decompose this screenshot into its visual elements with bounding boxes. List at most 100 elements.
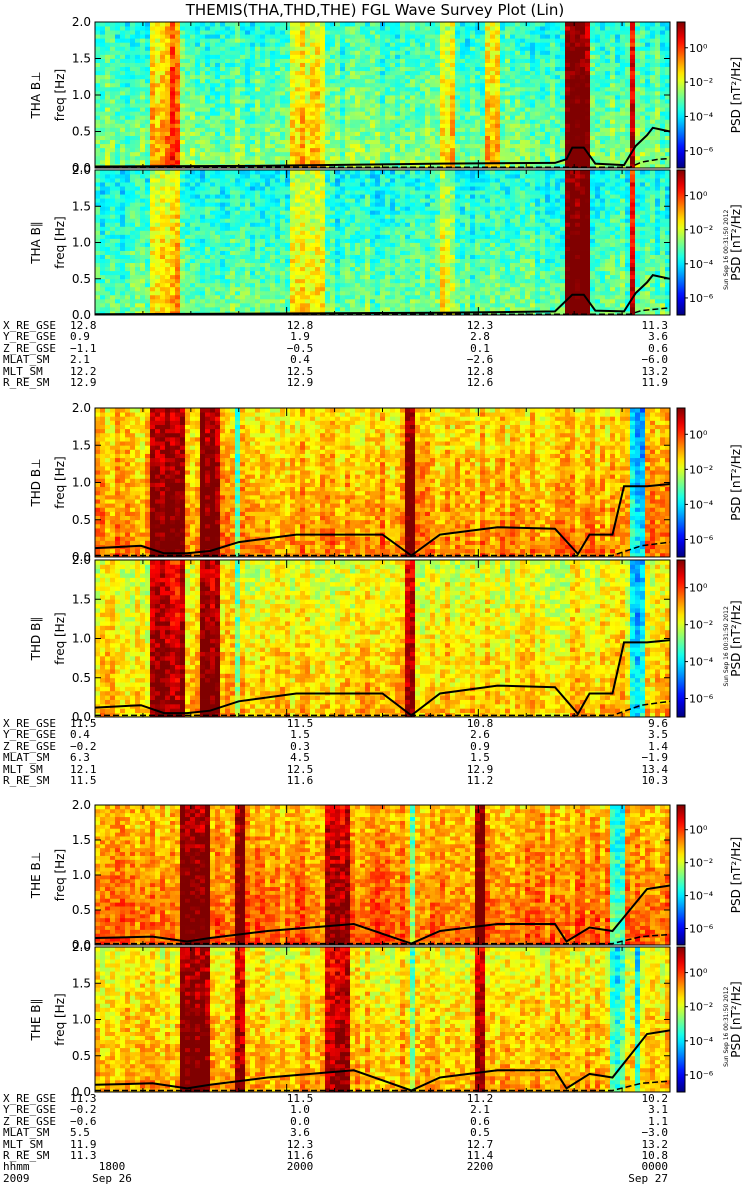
spectrogram-cell xyxy=(420,50,425,54)
spectrogram-cell xyxy=(520,123,525,127)
spectrogram-cell xyxy=(105,295,110,299)
spectrogram-cell xyxy=(355,127,360,131)
spectrogram-cell xyxy=(645,59,650,63)
spectrogram-cell xyxy=(360,103,365,107)
spectrogram-cell xyxy=(210,148,215,152)
spectrogram-cell xyxy=(540,87,545,91)
spectrogram-cell xyxy=(660,34,665,38)
spectrogram-cell xyxy=(620,95,625,99)
spectrogram-cell xyxy=(200,279,205,283)
spectrogram-cell xyxy=(305,107,310,111)
spectrogram-cell xyxy=(175,99,180,103)
spectrogram-cell xyxy=(105,30,110,34)
spectrogram-cell xyxy=(130,178,135,182)
spectrogram-cell xyxy=(155,198,160,202)
spectrogram-cell xyxy=(620,79,625,83)
spectrogram-cell xyxy=(110,238,115,242)
spectrogram-cell xyxy=(325,46,330,50)
spectrogram-cell xyxy=(120,182,125,186)
spectrogram-cell xyxy=(95,71,100,75)
spectrogram-cell xyxy=(440,136,445,140)
spectrogram-cell xyxy=(300,22,305,26)
spectrogram-cell xyxy=(590,63,595,67)
spectrogram-cell xyxy=(150,182,155,186)
spectrogram-cell xyxy=(140,182,145,186)
spectrogram-cell xyxy=(500,91,505,95)
spectrogram-cell xyxy=(130,247,135,251)
spectrogram-cell xyxy=(625,87,630,91)
spectrogram-cell xyxy=(405,54,410,58)
spectrogram-cell xyxy=(160,275,165,279)
spectrogram-cell xyxy=(630,50,635,54)
spectrogram-cell xyxy=(340,83,345,87)
spectrogram-cell xyxy=(465,127,470,131)
spectrogram-cell xyxy=(165,263,170,267)
spectrogram-cell xyxy=(640,148,645,152)
spectrogram-cell xyxy=(525,132,530,136)
spectrogram-cell xyxy=(180,42,185,46)
spectrogram-cell xyxy=(535,127,540,131)
spectrogram-cell xyxy=(595,156,600,160)
spectrogram-cell xyxy=(340,63,345,67)
spectrogram-cell xyxy=(620,119,625,123)
spectrogram-cell xyxy=(615,83,620,87)
spectrogram-cell xyxy=(210,111,215,115)
spectrogram-cell xyxy=(610,144,615,148)
spectrogram-cell xyxy=(555,111,560,115)
spectrogram-cell xyxy=(500,42,505,46)
spectrogram-cell xyxy=(240,30,245,34)
spectrogram-cell xyxy=(265,127,270,131)
spectrogram-cell xyxy=(400,83,405,87)
spectrogram-cell xyxy=(580,95,585,99)
spectrogram-cell xyxy=(120,283,125,287)
spectrogram-cell xyxy=(645,156,650,160)
spectrogram-cell xyxy=(110,206,115,210)
spectrogram-cell xyxy=(135,190,140,194)
spectrogram-cell xyxy=(510,152,515,156)
spectrogram-cell xyxy=(100,119,105,123)
spectrogram-cell xyxy=(145,198,150,202)
spectrogram-cell xyxy=(335,160,340,164)
spectrogram-cell xyxy=(445,26,450,30)
spectrogram-cell xyxy=(155,115,160,119)
spectrogram-cell xyxy=(235,46,240,50)
spectrogram-cell xyxy=(155,91,160,95)
spectrogram-cell xyxy=(180,22,185,26)
spectrogram-cell xyxy=(300,46,305,50)
spectrogram-cell xyxy=(575,140,580,144)
spectrogram-cell xyxy=(295,63,300,67)
spectrogram-cell xyxy=(195,295,200,299)
spectrogram-cell xyxy=(360,140,365,144)
spectrogram-cell xyxy=(135,127,140,131)
spectrogram-cell xyxy=(325,54,330,58)
spectrogram-cell xyxy=(210,140,215,144)
spectrogram-cell xyxy=(460,46,465,50)
spectrogram-cell xyxy=(370,152,375,156)
spectrogram-cell xyxy=(625,83,630,87)
spectrogram-cell xyxy=(425,38,430,42)
spectrogram-cell xyxy=(425,22,430,26)
spectrogram-cell xyxy=(495,46,500,50)
spectrogram-cell xyxy=(355,30,360,34)
spectrogram-cell xyxy=(210,38,215,42)
spectrogram-cell xyxy=(405,111,410,115)
spectrogram-cell xyxy=(375,26,380,30)
spectrogram-cell xyxy=(295,132,300,136)
spectrogram-cell xyxy=(255,111,260,115)
spectrogram-cell xyxy=(385,71,390,75)
spectrogram-cell xyxy=(455,54,460,58)
spectrogram-cell xyxy=(140,119,145,123)
spectrogram-cell xyxy=(145,279,150,283)
spectrogram-cell xyxy=(470,83,475,87)
spectrogram-cell xyxy=(370,22,375,26)
spectrogram-cell xyxy=(160,226,165,230)
spectrogram-cell xyxy=(520,140,525,144)
spectrogram-cell xyxy=(620,42,625,46)
spectrogram-cell xyxy=(315,156,320,160)
spectrogram-cell xyxy=(420,111,425,115)
spectrogram-cell xyxy=(235,59,240,63)
spectrogram-cell xyxy=(375,59,380,63)
spectrogram-cell xyxy=(320,119,325,123)
spectrogram-cell xyxy=(180,144,185,148)
spectrogram-cell xyxy=(345,67,350,71)
